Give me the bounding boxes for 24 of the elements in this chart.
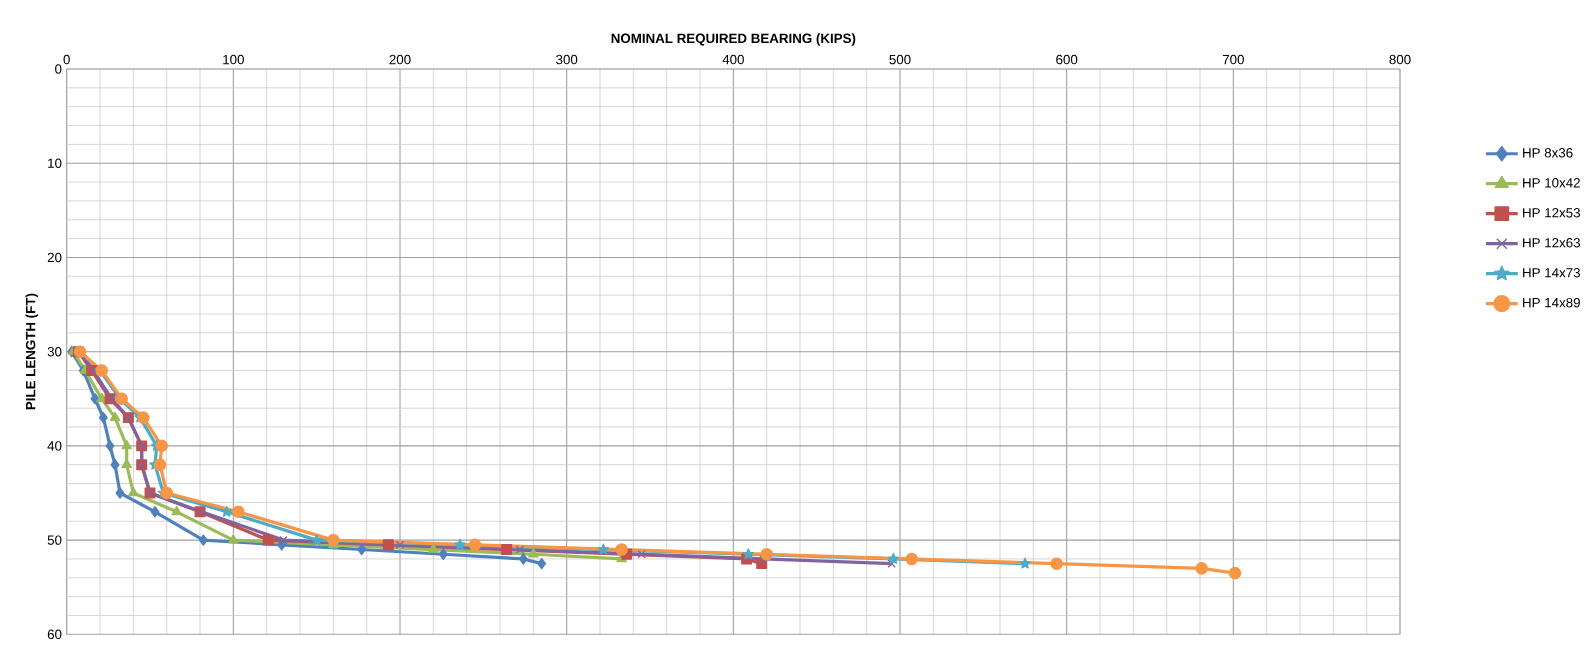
legend-label: HP 8x36: [1523, 148, 1573, 158]
legend-label: HP 12x63: [1523, 238, 1580, 248]
y-tick-label: 30: [47, 346, 62, 357]
legend-label: HP 12x53: [1523, 208, 1580, 218]
x-axis-title: NOMINAL REQUIRED BEARING (KIPS): [611, 33, 856, 46]
y-tick-label: 40: [47, 441, 62, 451]
y-axis-title: PILE LENGTH (FT): [25, 293, 38, 410]
x-tick-label: 700: [1222, 54, 1244, 65]
x-tick-label: 300: [556, 54, 578, 65]
x-tick-label: 400: [722, 54, 744, 65]
x-tick-label: 0: [63, 54, 70, 65]
x-tick-label: 600: [1056, 54, 1078, 65]
x-tick-label: 100: [223, 54, 244, 65]
x-tick-label: 500: [889, 54, 911, 65]
y-tick-label: 20: [47, 252, 62, 263]
y-tick-label: 10: [48, 158, 62, 168]
y-tick-label: 0: [55, 64, 62, 74]
x-tick-label: 200: [389, 54, 411, 65]
y-tick-label: 50: [47, 535, 62, 545]
legend-label: HP 10x42: [1523, 178, 1580, 188]
y-tick-label: 60: [47, 629, 62, 640]
legend-label: HP 14x89: [1523, 297, 1580, 308]
x-tick-label: 800: [1389, 54, 1411, 65]
legend-label: HP 14x73: [1523, 268, 1580, 278]
